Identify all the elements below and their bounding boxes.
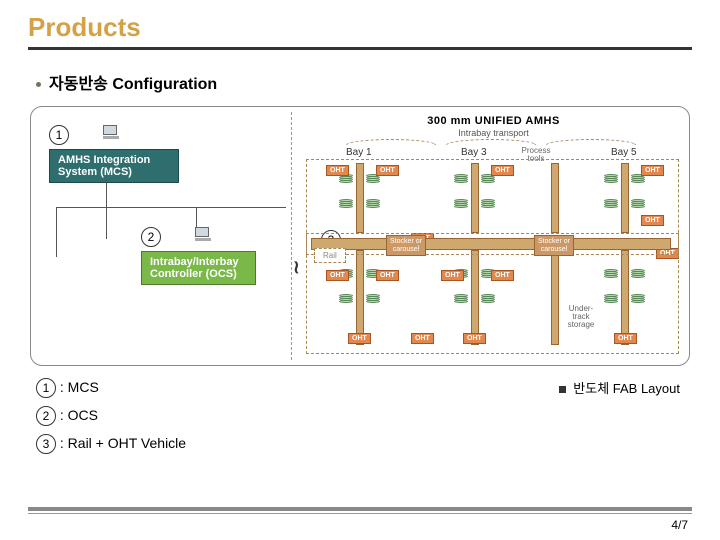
diagram-container: 1 AMHS Integration System (MCS) 2 Intrab… bbox=[30, 106, 690, 366]
net-hline bbox=[56, 207, 286, 208]
intrabay-label: Intrabay transport bbox=[306, 128, 681, 138]
amhs-title: 300 mm UNIFIED AMHS bbox=[306, 115, 681, 127]
net-vline2 bbox=[56, 207, 57, 257]
ocs-group: 2 Intrabay/Interbay Controller (OCS) bbox=[141, 227, 256, 285]
outer-dashbox bbox=[306, 159, 679, 354]
mcs-box: AMHS Integration System (MCS) bbox=[49, 149, 179, 183]
legend: 반도체 FAB Layout 1 : MCS 2 : OCS 3 : Rail … bbox=[36, 378, 692, 454]
marker-2: 2 bbox=[141, 227, 161, 247]
page-number: 4/7 bbox=[671, 518, 688, 532]
net-vline3 bbox=[196, 207, 197, 227]
mcs-group: 1 AMHS Integration System (MCS) bbox=[49, 125, 179, 183]
bay-3-label: Bay 3 bbox=[461, 147, 487, 158]
footer-lines bbox=[28, 507, 692, 514]
page-title: Products bbox=[28, 12, 692, 43]
legend-3: 3 : Rail + OHT Vehicle bbox=[36, 434, 692, 454]
fab-layout: 300 mm UNIFIED AMHS Intrabay transport B… bbox=[306, 115, 681, 357]
bay-5-label: Bay 5 bbox=[611, 147, 637, 158]
net-vline bbox=[106, 179, 107, 239]
legend-2: 2 : OCS bbox=[36, 406, 692, 426]
pc-icon bbox=[103, 125, 121, 141]
bay-1-label: Bay 1 bbox=[346, 147, 372, 158]
vertical-separator bbox=[291, 112, 292, 360]
subtitle: 자동반송 Configuration bbox=[36, 70, 692, 94]
zigzag-icon: ≀ bbox=[293, 257, 300, 278]
pc-icon bbox=[195, 227, 213, 243]
title-underline bbox=[28, 47, 692, 50]
ocs-box: Intrabay/Interbay Controller (OCS) bbox=[141, 251, 256, 285]
legend-fab-layout: 반도체 FAB Layout bbox=[559, 378, 680, 397]
marker-1: 1 bbox=[49, 125, 69, 145]
intrabay-arcs bbox=[346, 139, 641, 147]
